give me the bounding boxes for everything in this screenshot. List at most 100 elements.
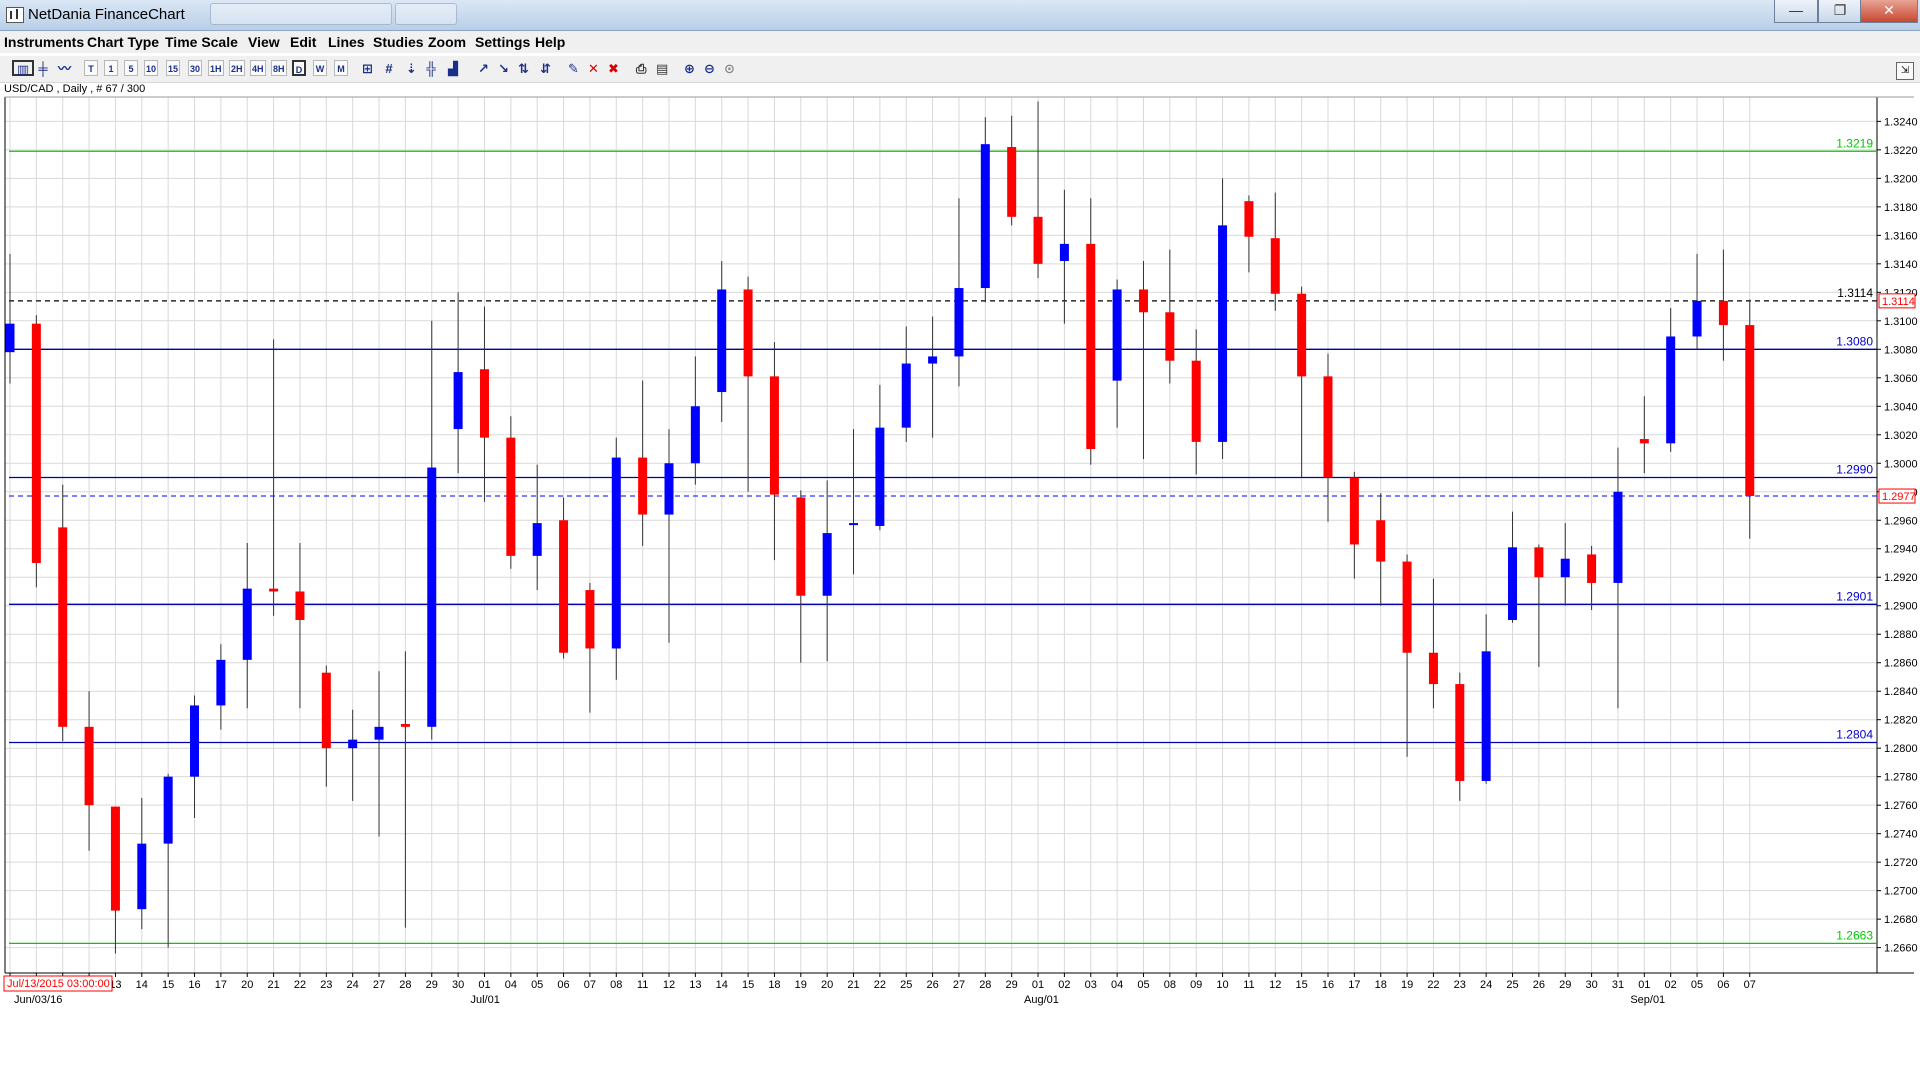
candle-body[interactable] — [769, 376, 779, 495]
background-tab-placeholder-2[interactable] — [395, 3, 457, 25]
timescale-4h[interactable]: 4H — [250, 60, 266, 76]
candle-body[interactable] — [980, 144, 990, 289]
candle-body[interactable] — [295, 591, 305, 620]
candle-body[interactable] — [1613, 491, 1623, 583]
menu-instruments[interactable]: Instruments — [4, 34, 85, 50]
timescale-5m[interactable]: 5 — [124, 60, 138, 76]
menu-view[interactable]: View — [248, 34, 280, 50]
candle-body[interactable] — [1244, 201, 1254, 237]
candle-body[interactable] — [1745, 325, 1755, 497]
parallel-lines-icon[interactable]: ⇵ — [540, 61, 551, 76]
candle-body[interactable] — [1165, 312, 1175, 361]
menu-chart-type[interactable]: Chart Type — [87, 34, 160, 50]
candle-body[interactable] — [743, 289, 753, 377]
timescale-weekly[interactable]: W — [313, 60, 327, 76]
menu-time-scale[interactable]: Time Scale — [165, 34, 238, 50]
candle-body[interactable] — [1455, 684, 1465, 781]
menu-lines[interactable]: Lines — [328, 34, 365, 50]
candle-body[interactable] — [1560, 558, 1570, 578]
zoom-reset-icon[interactable]: ⊙ — [724, 61, 735, 76]
candle-body[interactable] — [901, 363, 911, 428]
candle-body[interactable] — [1587, 554, 1597, 583]
grid-icon[interactable]: # — [385, 61, 393, 76]
menu-zoom[interactable]: Zoom — [428, 34, 467, 50]
candle-body[interactable] — [1718, 300, 1728, 326]
minimize-button[interactable]: — — [1774, 0, 1818, 23]
candle-body[interactable] — [1323, 376, 1333, 478]
timescale-30m[interactable]: 30 — [188, 60, 203, 76]
candle-body[interactable] — [1033, 216, 1043, 264]
candle-body[interactable] — [163, 776, 173, 844]
candle-body[interactable] — [532, 523, 542, 556]
timescale-1m[interactable]: 1 — [104, 60, 118, 76]
timescale-1h[interactable]: 1H — [208, 60, 224, 76]
edit-line-icon[interactable]: ✎ — [568, 61, 579, 76]
candle-body[interactable] — [84, 726, 94, 806]
bar-chart-icon[interactable]: ╪ — [38, 61, 48, 76]
timescale-8h[interactable]: 8H — [271, 60, 287, 76]
candle-body[interactable] — [348, 739, 358, 749]
candle-body[interactable] — [506, 437, 516, 556]
candle-body[interactable] — [1376, 520, 1386, 562]
arrow-down-icon[interactable]: ⇣ — [406, 61, 417, 76]
candle-body[interactable] — [690, 406, 700, 464]
candle-body[interactable] — [5, 323, 15, 353]
bar-settings-icon[interactable]: ╬ — [426, 61, 436, 76]
candle-body[interactable] — [664, 463, 674, 515]
candle-body[interactable] — [822, 533, 832, 596]
candle-body[interactable] — [717, 289, 727, 393]
candle-body[interactable] — [1218, 225, 1228, 442]
zoom-in-icon[interactable]: ⊕ — [684, 61, 695, 76]
candle-body[interactable] — [1086, 243, 1096, 450]
candle-body[interactable] — [928, 356, 938, 364]
candle-body[interactable] — [1059, 243, 1069, 261]
candle-body[interactable] — [1112, 289, 1122, 381]
timescale-2h[interactable]: 2H — [229, 60, 245, 76]
delete-line-icon[interactable]: ✕ — [588, 61, 599, 76]
candle-body[interactable] — [269, 588, 279, 592]
candle-body[interactable] — [453, 372, 463, 430]
candle-body[interactable] — [1508, 547, 1518, 620]
candle-body[interactable] — [1270, 238, 1280, 294]
candle-body[interactable] — [1692, 300, 1702, 337]
fibonacci-icon[interactable]: ↘ — [498, 61, 509, 76]
candle-body[interactable] — [479, 369, 489, 438]
crosshair-icon[interactable]: ⊞ — [362, 61, 373, 76]
candle-body[interactable] — [1191, 360, 1201, 442]
candle-body[interactable] — [611, 457, 621, 649]
timescale-monthly[interactable]: M — [334, 60, 348, 76]
timescale-daily[interactable]: D — [292, 60, 306, 76]
line-chart-icon[interactable]: 〰 — [58, 61, 72, 76]
candle-body[interactable] — [321, 672, 331, 749]
candle-body[interactable] — [58, 527, 68, 727]
candle-body[interactable] — [427, 467, 437, 727]
background-tab-placeholder[interactable] — [210, 3, 392, 25]
candle-body[interactable] — [110, 806, 120, 911]
candle-body[interactable] — [1666, 336, 1676, 444]
timescale-10m[interactable]: 10 — [144, 60, 159, 76]
maximize-button[interactable]: ❐ — [1818, 0, 1862, 23]
channel-icon[interactable]: ⇅ — [518, 61, 529, 76]
candlestick-chart-icon[interactable]: ▥ — [12, 60, 34, 77]
candle-body[interactable] — [1402, 561, 1412, 653]
print-icon[interactable]: ⎙ — [636, 61, 647, 76]
candle-body[interactable] — [190, 705, 200, 777]
candle-body[interactable] — [559, 520, 569, 653]
print-preview-icon[interactable]: ▤ — [656, 61, 669, 76]
candle-body[interactable] — [1349, 477, 1359, 545]
menu-settings[interactable]: Settings — [475, 34, 531, 50]
candle-body[interactable] — [849, 523, 859, 526]
menu-studies[interactable]: Studies — [373, 34, 424, 50]
trendline-icon[interactable]: ↗ — [478, 61, 489, 76]
candle-body[interactable] — [400, 723, 410, 727]
pin-icon[interactable]: ⇲ — [1896, 62, 1914, 80]
candle-body[interactable] — [374, 726, 384, 740]
volume-icon[interactable]: ▟ — [448, 61, 458, 76]
candle-body[interactable] — [875, 427, 885, 526]
candle-body[interactable] — [796, 497, 806, 596]
candle-body[interactable] — [954, 288, 964, 357]
candle-body[interactable] — [1297, 293, 1307, 377]
timescale-tick[interactable]: T — [84, 60, 98, 76]
timescale-15m[interactable]: 15 — [166, 60, 181, 76]
candle-body[interactable] — [1428, 652, 1438, 685]
